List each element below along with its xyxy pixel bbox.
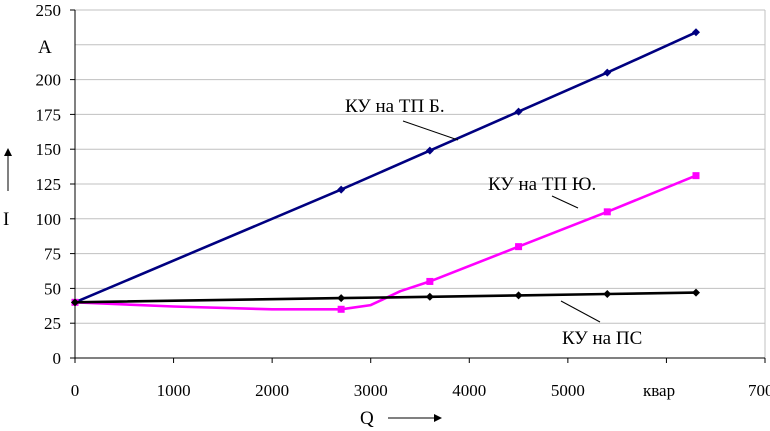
data-point bbox=[603, 68, 612, 77]
y-tick-label: 0 bbox=[53, 349, 62, 368]
y-tick-label: 250 bbox=[36, 1, 62, 20]
series-2 bbox=[71, 172, 700, 313]
y-tick-label: 175 bbox=[36, 105, 62, 124]
x-tick-label: 5000 bbox=[551, 381, 585, 400]
x-axis-arrow bbox=[388, 414, 442, 422]
x-tick-label: 4000 bbox=[452, 381, 486, 400]
data-point bbox=[692, 288, 700, 297]
data-point bbox=[337, 185, 346, 194]
y-tick-label: 125 bbox=[36, 175, 62, 194]
data-point bbox=[425, 146, 434, 155]
data-point bbox=[692, 172, 700, 180]
y-tick-label: 25 bbox=[44, 314, 61, 333]
y-axis-label: I bbox=[3, 209, 9, 230]
annotation-label: КУ на ПС bbox=[562, 328, 642, 349]
data-point bbox=[425, 292, 434, 301]
y-unit-label: А bbox=[38, 37, 52, 58]
series bbox=[71, 28, 700, 313]
y-tick-label: 75 bbox=[44, 245, 61, 264]
series-line bbox=[74, 31, 697, 304]
x-tick-label: 2000 bbox=[255, 381, 289, 400]
y-tick-labels: 0 25 50 75 100 125 150 175 200 250 bbox=[36, 1, 62, 368]
x-axis-label: Q bbox=[360, 408, 374, 429]
data-point bbox=[603, 208, 611, 216]
annotation-leader bbox=[560, 300, 601, 323]
data-point bbox=[337, 305, 345, 313]
data-point bbox=[514, 291, 523, 300]
data-point bbox=[426, 277, 434, 285]
annotation-label: КУ на ТП Б. bbox=[345, 96, 445, 117]
x-tick-label: 3000 bbox=[354, 381, 388, 400]
series-3 bbox=[71, 288, 700, 307]
y-tick-label: 200 bbox=[36, 71, 62, 90]
data-point bbox=[692, 28, 700, 37]
x-tick-labels: 0 1000 2000 3000 4000 5000 7000 bbox=[71, 381, 770, 400]
data-point bbox=[71, 298, 79, 307]
x-tick-label: 1000 bbox=[157, 381, 191, 400]
series-line bbox=[74, 291, 697, 304]
series-line bbox=[74, 174, 697, 311]
y-tick-label: 100 bbox=[36, 210, 62, 229]
annotation-leader bbox=[551, 195, 579, 209]
x-tick-label: 0 bbox=[71, 381, 80, 400]
y-tick-label: 150 bbox=[36, 140, 62, 159]
y-tick-label: 50 bbox=[44, 279, 61, 298]
annotation-leader bbox=[402, 120, 459, 141]
x-tick-label: 7000 bbox=[748, 381, 770, 400]
axes bbox=[70, 9, 766, 363]
y-axis-arrow bbox=[4, 148, 12, 191]
series-1 bbox=[71, 28, 700, 307]
annotations: КУ на ТП Б. КУ на ТП Ю. КУ на ПС bbox=[345, 96, 642, 349]
data-point bbox=[337, 294, 346, 303]
annotation-label: КУ на ТП Ю. bbox=[488, 174, 596, 195]
data-point bbox=[514, 107, 523, 116]
x-unit-label: квар bbox=[643, 381, 675, 400]
data-point bbox=[603, 289, 612, 298]
data-point bbox=[515, 243, 523, 251]
